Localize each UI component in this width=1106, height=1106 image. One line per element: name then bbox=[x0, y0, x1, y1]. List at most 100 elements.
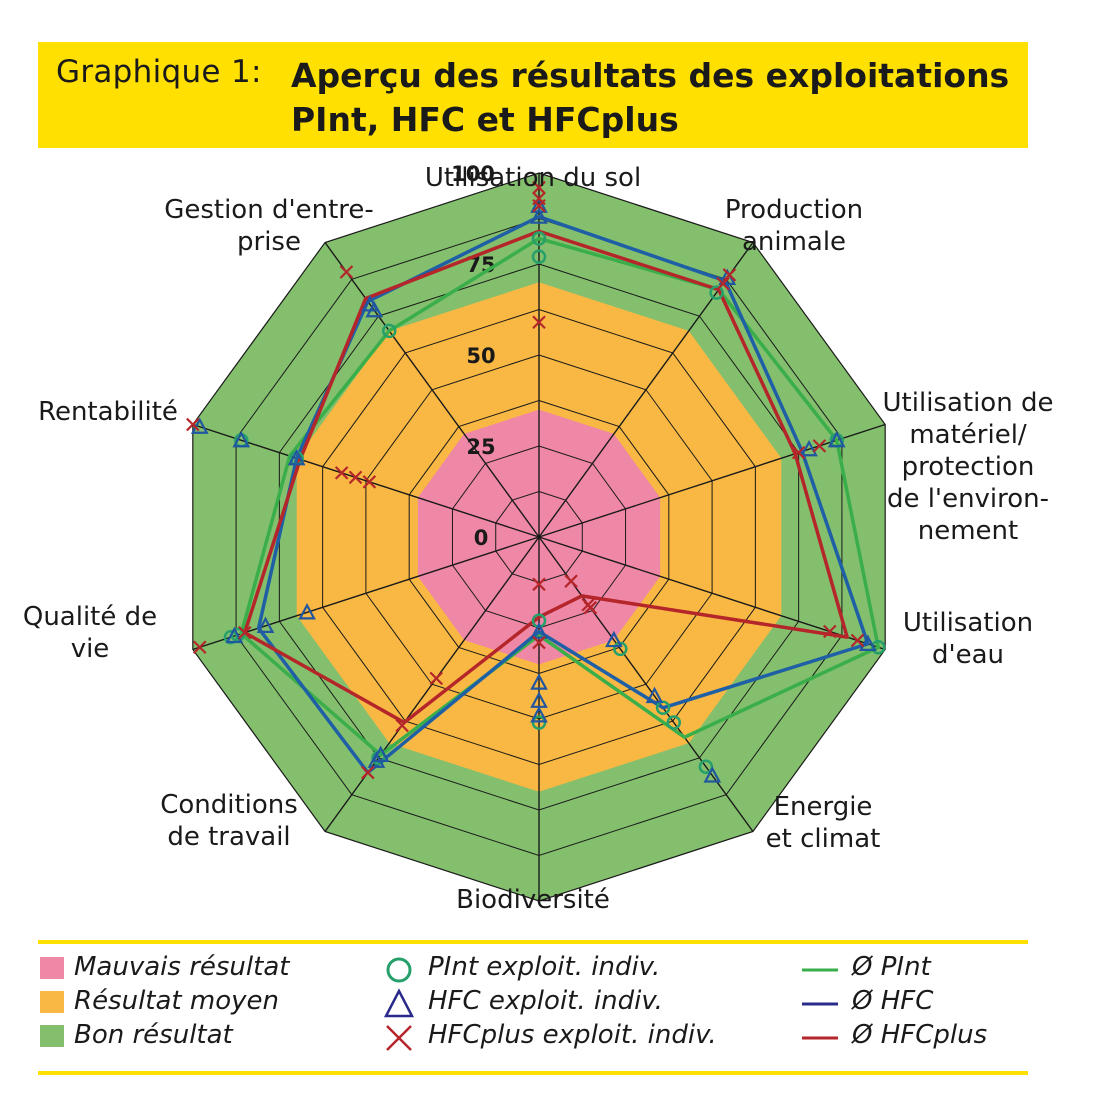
marker-0-1-0 bbox=[709, 285, 724, 300]
series-line-2 bbox=[242, 229, 849, 725]
legend-cross-icon bbox=[386, 1025, 412, 1051]
marker-2-3-0 bbox=[823, 624, 837, 639]
marker-2-2-0 bbox=[791, 445, 806, 460]
legend-swatch-good bbox=[40, 1025, 64, 1047]
marker-2-5-0 bbox=[532, 577, 546, 592]
marker-2-9-0 bbox=[339, 265, 354, 279]
axis-label-3-0: Utilisation bbox=[903, 608, 1033, 638]
axis-label-3-1: d'eau bbox=[932, 640, 1004, 670]
marker-2-4-0 bbox=[564, 574, 578, 588]
axis-label-2-2: protection bbox=[902, 452, 1035, 482]
spoke-7 bbox=[192, 536, 540, 651]
marker-0-5-1 bbox=[531, 715, 547, 730]
marker-2-0-2 bbox=[532, 191, 546, 206]
marker-1-9-1 bbox=[361, 295, 379, 312]
axis-label-2-4: nement bbox=[918, 516, 1018, 546]
individual-markers bbox=[186, 180, 886, 783]
legend-hfc-line-icon bbox=[802, 1002, 838, 1006]
figure-label: Graphique 1: bbox=[56, 54, 262, 90]
axis-label-6-1: de travail bbox=[167, 822, 290, 852]
marker-1-8-0 bbox=[287, 448, 306, 466]
marker-1-5-3 bbox=[530, 706, 548, 723]
spoke-3 bbox=[538, 536, 886, 651]
legend-hfcplus-average: Ø HFCplus bbox=[852, 1020, 988, 1050]
axis-label-9-1: prise bbox=[237, 227, 301, 257]
average-lines bbox=[239, 214, 881, 775]
marker-1-5-1 bbox=[530, 673, 548, 690]
marker-1-8-2 bbox=[190, 417, 209, 434]
legend-hfc-points: HFC exploit. indiv. bbox=[428, 986, 663, 1016]
legend-circle-icon bbox=[386, 957, 412, 983]
axis-label-2-0: Utilisation de bbox=[883, 388, 1054, 418]
tick-label-100: 100 bbox=[451, 162, 495, 186]
axis-label-8-0: Rentabilité bbox=[38, 397, 178, 427]
legend-zone-good: Bon résultat bbox=[74, 1020, 233, 1050]
marker-1-0-0 bbox=[530, 207, 548, 224]
axis-label-7-0: Qualité de bbox=[23, 602, 157, 632]
marker-2-8-0 bbox=[362, 475, 377, 489]
axis-label-2-3: de l'environ- bbox=[887, 484, 1049, 514]
axis-label-1-1: animale bbox=[742, 227, 846, 257]
spoke-6 bbox=[324, 536, 540, 832]
spoke-9 bbox=[324, 242, 540, 538]
marker-1-2-0 bbox=[827, 430, 846, 448]
marker-2-6-1 bbox=[395, 718, 409, 733]
marker-0-9-0 bbox=[381, 323, 397, 339]
marker-0-0-1 bbox=[531, 249, 547, 264]
legend-zone-medium: Résultat moyen bbox=[74, 986, 279, 1016]
marker-2-8-2 bbox=[334, 466, 349, 480]
marker-2-0-3 bbox=[532, 180, 546, 195]
marker-2-1-0 bbox=[716, 276, 730, 291]
series-line-0 bbox=[239, 236, 881, 757]
legend-bottom-rule bbox=[38, 1071, 1028, 1075]
marker-1-7-1 bbox=[256, 616, 275, 633]
axis-label-0-0: Utilisation du sol bbox=[425, 163, 641, 193]
axis-spokes bbox=[192, 173, 886, 901]
spoke-1 bbox=[538, 242, 754, 538]
marker-2-0-0 bbox=[532, 315, 546, 330]
legend-hfcplus-line-icon bbox=[802, 1036, 838, 1040]
legend-pint-average: Ø PInt bbox=[852, 952, 931, 982]
marker-2-6-2 bbox=[361, 765, 375, 780]
marker-2-8-3 bbox=[186, 417, 200, 432]
axis-label-2-1: matériel/ bbox=[909, 420, 1027, 450]
marker-2-2-1 bbox=[812, 439, 827, 453]
marker-1-4-0 bbox=[605, 630, 623, 648]
legend-pint-line-icon bbox=[802, 968, 838, 972]
marker-1-6-1 bbox=[371, 745, 390, 763]
marker-2-4-2 bbox=[583, 600, 598, 615]
marker-1-3-0 bbox=[859, 634, 877, 651]
axis-label-6-0: Conditions bbox=[160, 790, 298, 820]
axis-label-7-1: vie bbox=[71, 634, 110, 664]
legend-zone-bad: Mauvais résultat bbox=[74, 952, 290, 982]
title-banner: Graphique 1: Aperçu des résultats des ex… bbox=[38, 42, 1028, 148]
marker-0-4-2 bbox=[666, 715, 682, 730]
axis-label-9-0: Gestion d'entre- bbox=[164, 195, 374, 225]
marker-2-5-1 bbox=[532, 635, 546, 650]
marker-2-7-1 bbox=[237, 625, 252, 640]
legend-hfcplus-points: HFCplus exploit. indiv. bbox=[428, 1020, 717, 1050]
axis-label-4-0: Energie bbox=[774, 792, 873, 822]
legend-pint-points: PInt exploit. indiv. bbox=[428, 952, 661, 982]
spoke-2 bbox=[538, 423, 886, 538]
axis-label-5-0: Biodiversité bbox=[456, 885, 610, 915]
axis-label-1-0: Production bbox=[725, 195, 863, 225]
tick-label-0: 0 bbox=[474, 526, 489, 550]
marker-1-0-1 bbox=[530, 196, 548, 213]
marker-1-2-1 bbox=[800, 439, 818, 457]
legend-hfc-average: Ø HFC bbox=[852, 986, 934, 1016]
marker-0-0-0 bbox=[531, 231, 547, 246]
marker-0-7-0 bbox=[223, 629, 239, 645]
chart-title: Aperçu des résultats des exploitations P… bbox=[291, 56, 1010, 139]
marker-2-3-1 bbox=[850, 633, 865, 648]
marker-2-8-1 bbox=[348, 470, 363, 485]
marker-0-4-1 bbox=[655, 700, 671, 716]
marker-1-4-1 bbox=[645, 686, 664, 704]
marker-2-7-0 bbox=[192, 640, 207, 655]
marker-1-4-2 bbox=[703, 766, 722, 783]
marker-2-1-1 bbox=[722, 268, 737, 282]
axis-label-4-1: et climat bbox=[766, 824, 881, 854]
marker-1-8-1 bbox=[232, 430, 251, 448]
